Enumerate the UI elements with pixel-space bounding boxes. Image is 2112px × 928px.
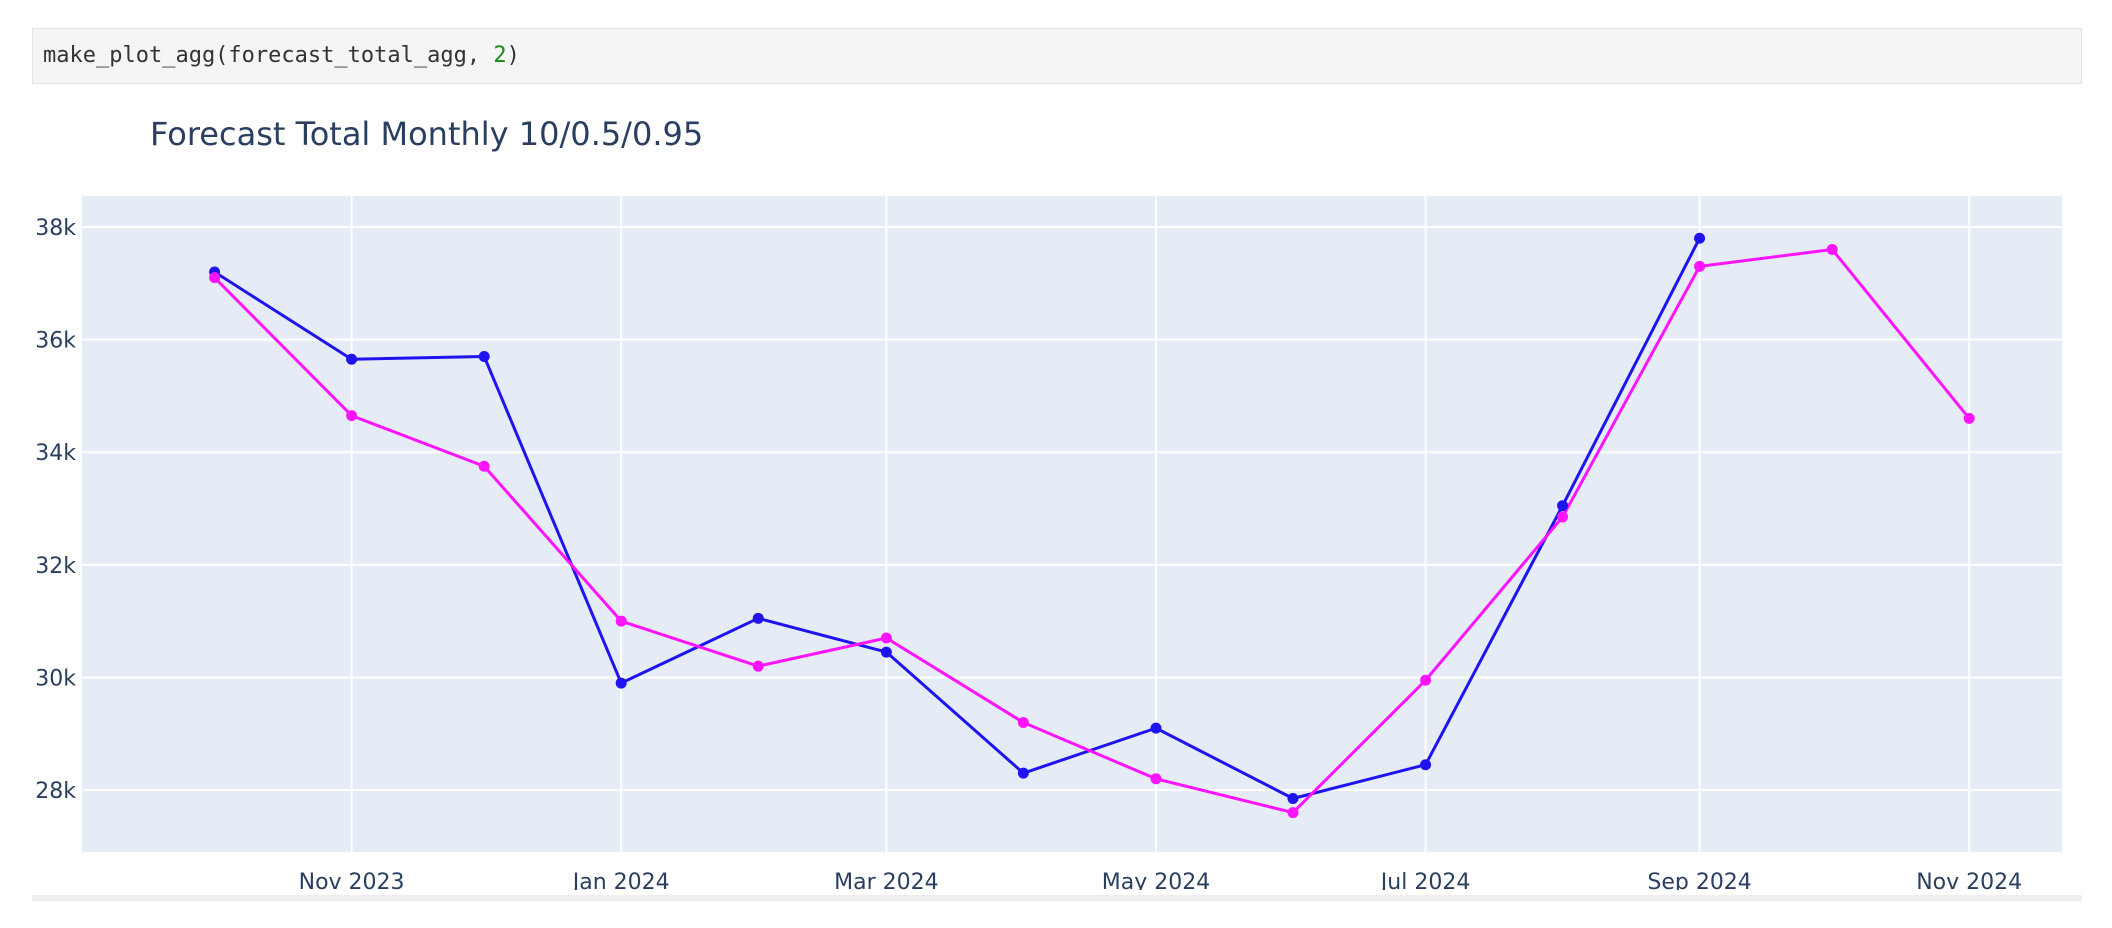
- cell-divider: [32, 895, 2082, 901]
- y-tick-label: 36k: [35, 329, 76, 354]
- y-axis: 28k 30k 32k 34k 36k 38k: [35, 216, 76, 804]
- y-tick-label: 32k: [35, 554, 76, 579]
- x-tick-label: Sep 2024: [1647, 870, 1751, 890]
- code-call: make_plot_agg(forecast_total_agg,: [43, 43, 494, 68]
- series-1-point: [615, 677, 627, 689]
- series-2-point: [752, 660, 764, 672]
- code-close: ): [506, 43, 520, 68]
- series-2-point: [615, 615, 627, 627]
- series-1-point: [346, 353, 358, 365]
- series-2-point: [1420, 674, 1432, 686]
- x-tick-label: May 2024: [1102, 870, 1210, 890]
- series-1-point: [1017, 767, 1029, 779]
- series-1-point: [1557, 500, 1569, 512]
- series-1-point: [1420, 759, 1432, 771]
- series-1-point: [478, 350, 490, 362]
- series-1-point: [880, 646, 892, 658]
- series-lines: [213, 237, 1971, 815]
- x-tick-label: Jan 2024: [571, 870, 670, 890]
- y-tick-label: 30k: [35, 666, 76, 691]
- code-number: 2: [493, 43, 507, 68]
- grid: [82, 196, 2062, 852]
- chart-title: Forecast Total Monthly 10/0.5/0.95: [150, 115, 703, 153]
- series-2-point: [1017, 716, 1029, 728]
- x-axis: Nov 2023 Jan 2024 Mar 2024 May 2024 Jul 2024…: [299, 870, 2023, 890]
- series-2-point: [1963, 412, 1975, 424]
- code-cell[interactable]: make_plot_agg(forecast_total_agg, 2): [32, 28, 2082, 84]
- series-1-point: [1150, 722, 1162, 734]
- code-text: make_plot_agg(forecast_total_agg, 2): [43, 43, 520, 68]
- plot-area: [82, 196, 2062, 852]
- series-1-point: [1287, 793, 1299, 805]
- series-2-point: [478, 460, 490, 472]
- y-tick-label: 28k: [35, 779, 76, 804]
- x-tick-label: Nov 2024: [1916, 870, 2022, 890]
- series-1-line: [213, 237, 1701, 801]
- series-points: [209, 232, 1975, 819]
- y-tick-label: 38k: [35, 216, 76, 241]
- series-2-line: [213, 247, 1971, 815]
- series-2-point: [1287, 807, 1299, 819]
- series-2-point: [209, 272, 221, 284]
- series-1-point: [1694, 232, 1706, 244]
- x-tick-label: Mar 2024: [834, 870, 939, 890]
- series-2-point: [1557, 511, 1569, 523]
- x-tick-label: Jul 2024: [1379, 870, 1471, 890]
- series-2-point: [1826, 243, 1838, 255]
- series-1-point: [752, 612, 764, 624]
- y-tick-label: 34k: [35, 441, 76, 466]
- series-2-point: [1150, 773, 1162, 785]
- series-2-point: [346, 410, 358, 422]
- line-chart: Forecast Total Monthly 10/0.5/0.95 28k 30…: [35, 115, 2062, 890]
- series-2-point: [1694, 260, 1706, 272]
- x-tick-label: Nov 2023: [299, 870, 405, 890]
- series-2-point: [880, 632, 892, 644]
